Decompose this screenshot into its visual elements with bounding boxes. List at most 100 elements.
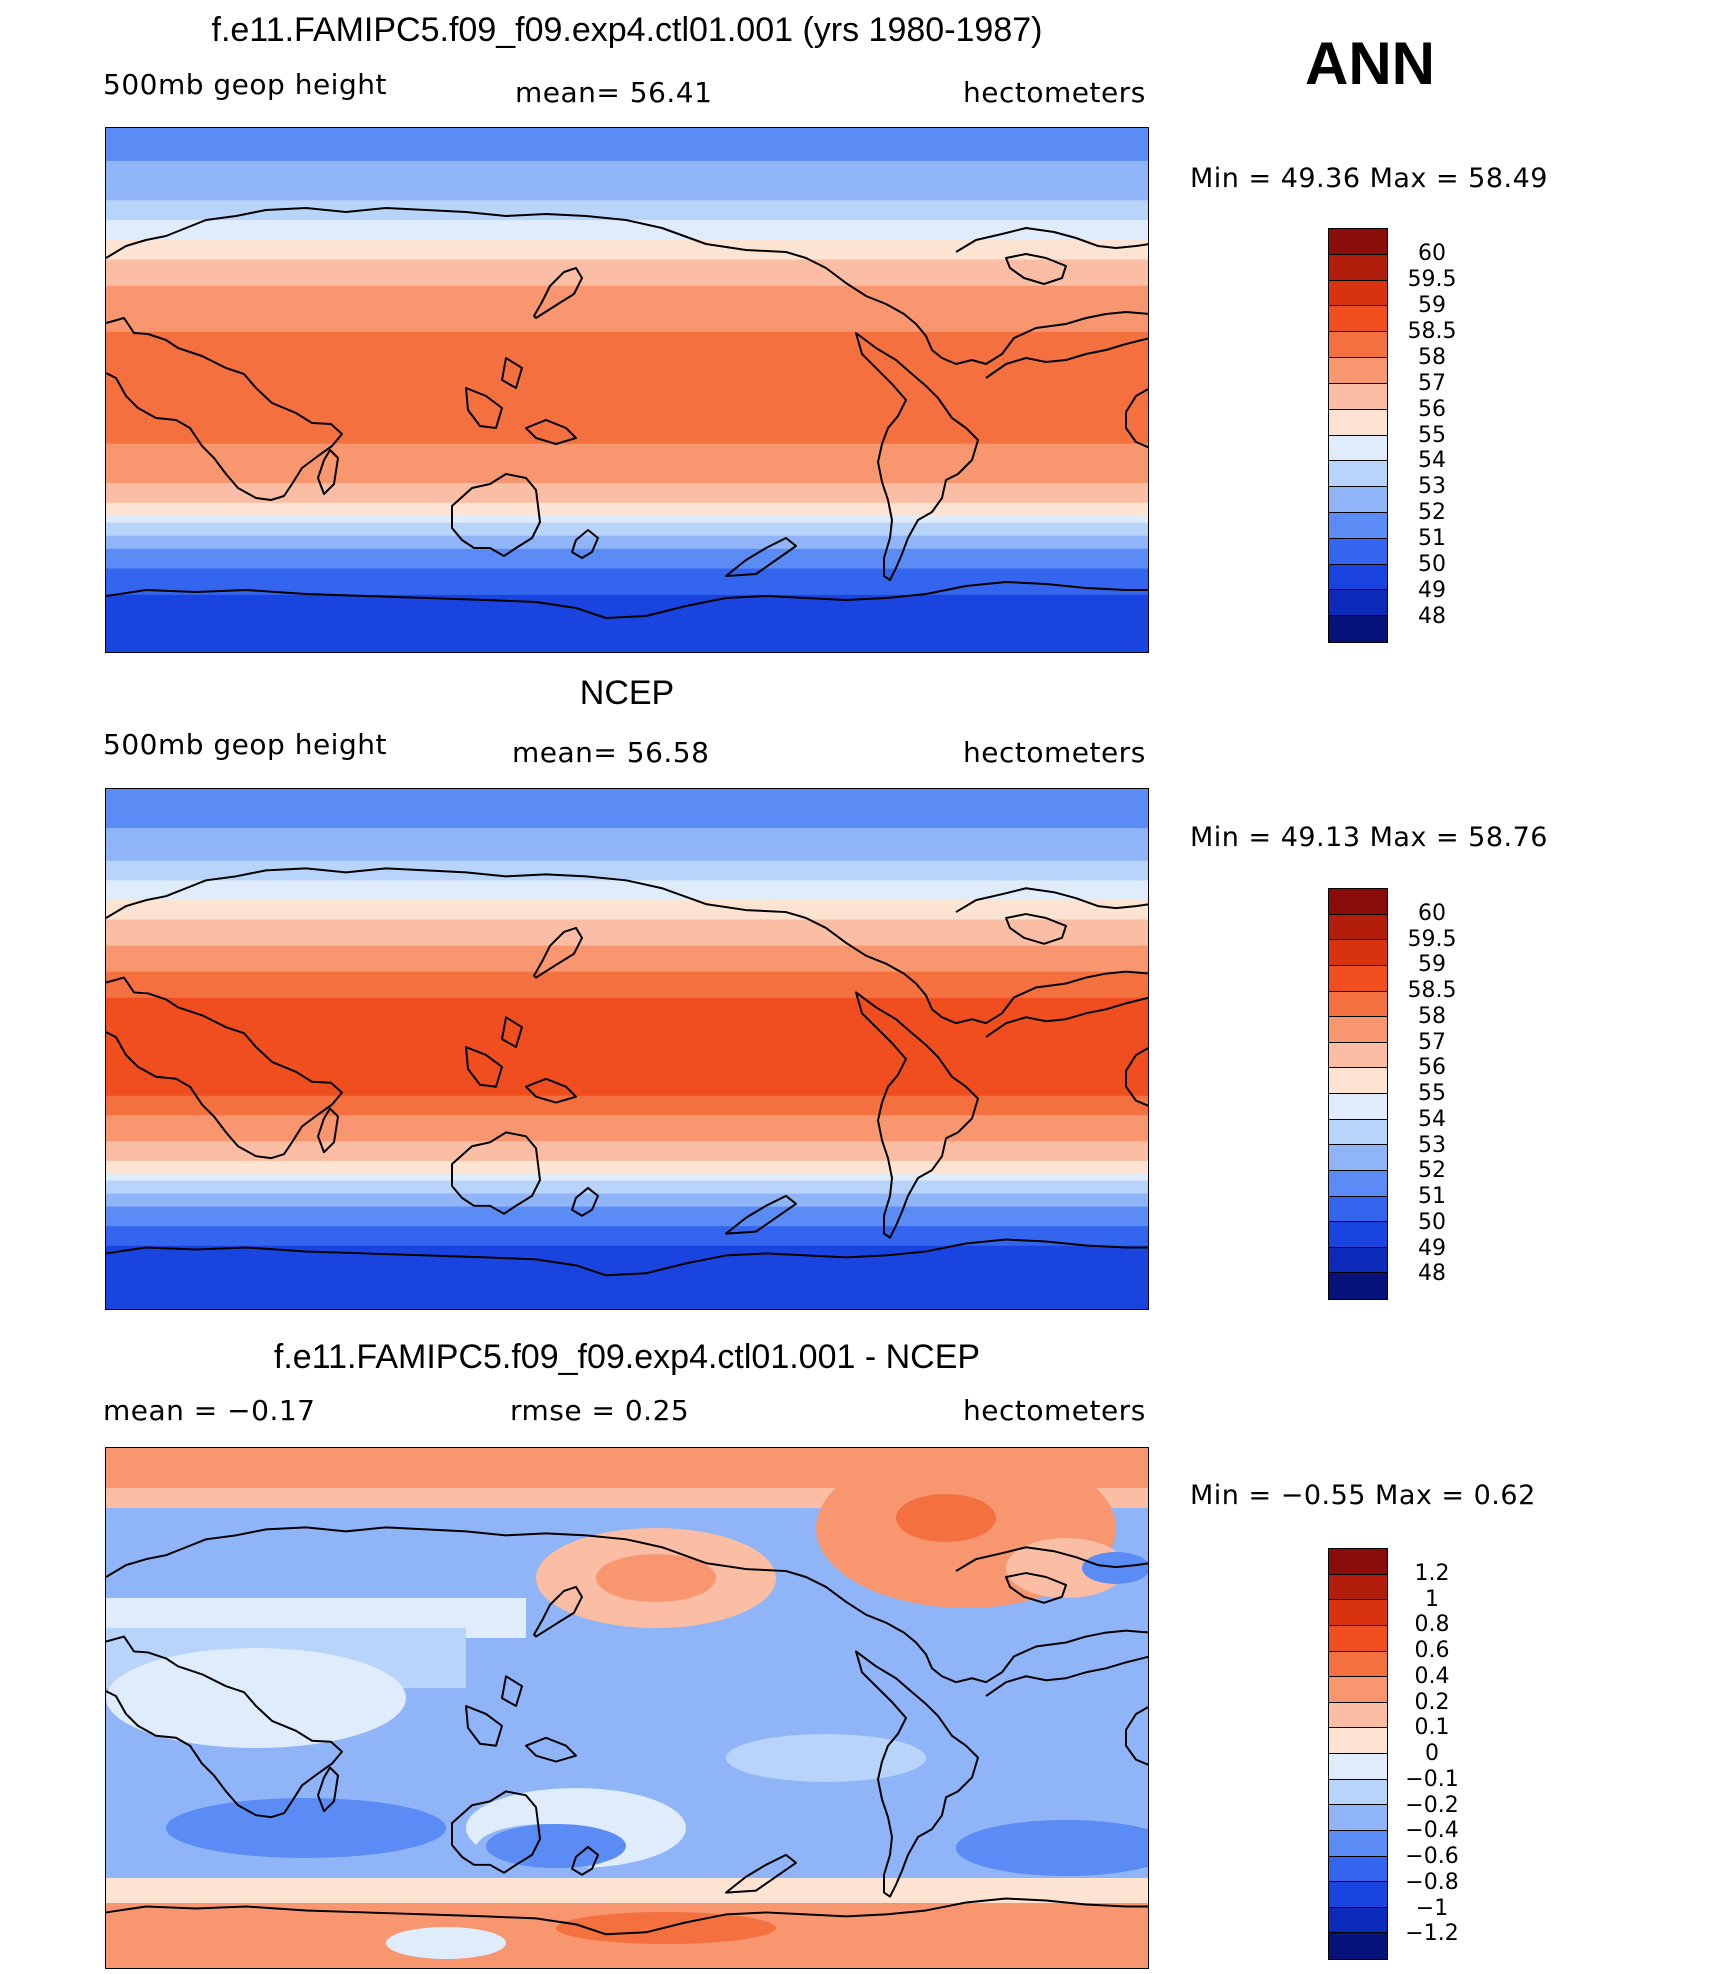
field-band [106, 899, 1148, 908]
field-band [106, 978, 1148, 986]
field-band [106, 1167, 1148, 1175]
field-band [106, 1252, 1148, 1260]
coastline-path [955, 227, 1148, 253]
field-band [106, 147, 1148, 155]
coastline-path [317, 1766, 339, 1813]
colorbar-swatch [1329, 1702, 1387, 1729]
field-band [106, 377, 1148, 386]
field-band [106, 279, 1148, 287]
colorbar-tick-label: 51 [1418, 526, 1446, 552]
colorbar-tick-label: 56 [1418, 396, 1446, 422]
colorbar-tick-label: −0.4 [1405, 1818, 1459, 1844]
field-band [106, 371, 1148, 379]
anomaly-contour [106, 1648, 406, 1748]
field-band [106, 213, 1148, 221]
coastline-path [525, 1736, 577, 1763]
colorbar-tick-label: 54 [1418, 1106, 1446, 1132]
coastline-path [525, 1077, 577, 1104]
field-band [106, 1284, 1148, 1293]
coastline-path [451, 473, 541, 557]
field-band [106, 880, 1148, 888]
field-band [106, 1102, 1148, 1110]
panel-1-mean-label: mean= 56.41 [515, 76, 713, 109]
field-band [106, 1232, 1148, 1240]
coastline-path [725, 1853, 797, 1894]
field-band [106, 945, 1148, 953]
panel-1-min-max: Min = 49.36 Max = 58.49 [1190, 163, 1548, 194]
field-band [106, 958, 1148, 966]
coastline-path [451, 1131, 541, 1215]
field-band [106, 331, 1148, 339]
coastline-path [725, 537, 797, 577]
field-band [106, 1160, 1148, 1169]
coastline-path [451, 1790, 541, 1874]
field-band [106, 1069, 1148, 1077]
coastline-path [106, 1635, 343, 1819]
colorbar-tick-label: 52 [1418, 500, 1446, 526]
colorbar-swatch [1329, 1805, 1387, 1831]
field-band [106, 384, 1148, 392]
field-band [106, 640, 1148, 649]
field-band [106, 1036, 1148, 1045]
coastlines [106, 867, 1148, 1277]
field-band [106, 1076, 1148, 1084]
field-band [106, 1134, 1148, 1142]
colorbar-tick-label: 1.2 [1414, 1560, 1450, 1586]
field-band [106, 187, 1148, 195]
field-band [106, 614, 1148, 622]
colorbar-tick-label: 0.1 [1414, 1715, 1450, 1741]
field-band [106, 873, 1148, 881]
colorbar-tick-label: 60 [1418, 900, 1446, 926]
field-band [106, 834, 1148, 842]
colorbar-tick-label: 55 [1418, 422, 1446, 448]
field-band [106, 932, 1148, 940]
coastline-path [725, 1194, 797, 1235]
colorbar-swatch [1329, 1094, 1387, 1120]
colorbar-swatch [1329, 1119, 1387, 1146]
panel-3-rmse-label: rmse = 0.25 [510, 1394, 690, 1427]
coastline-path [955, 1546, 1148, 1572]
panel-3-units-label: hectometers [963, 1394, 1146, 1427]
coastline-path [465, 1046, 503, 1088]
field-band [106, 252, 1148, 261]
field-band [106, 601, 1148, 609]
field-band [106, 410, 1148, 418]
field-band [106, 1023, 1148, 1032]
colorbar-swatch [1329, 1222, 1387, 1248]
field-band [106, 965, 1148, 973]
field-band [106, 1089, 1148, 1097]
field-band [106, 200, 1148, 208]
field-band [106, 476, 1148, 484]
field-band [106, 351, 1148, 359]
field-band [106, 802, 1148, 810]
colorbar-tick-label: 56 [1418, 1055, 1446, 1081]
panel-3-min-max: Min = −0.55 Max = 0.62 [1190, 1480, 1536, 1511]
colorbar-swatch [1329, 889, 1387, 915]
field-band [106, 1173, 1148, 1182]
field-band [106, 647, 1148, 652]
field-band [106, 404, 1148, 412]
coastline-path [106, 317, 343, 501]
anomaly-contour [896, 1494, 996, 1542]
field-band [106, 535, 1148, 543]
coastline-path [1125, 1706, 1148, 1766]
panel-3-title: f.e11.FAMIPC5.f09_f09.exp4.ctl01.001 - N… [273, 1338, 981, 1376]
field-band [106, 912, 1148, 921]
colorbar-tick-label: 57 [1418, 370, 1446, 396]
field-band [106, 1297, 1148, 1306]
colorbar-tick-label: 59 [1418, 952, 1446, 978]
field-band [106, 1147, 1148, 1155]
coastline-path [501, 1016, 523, 1049]
coastline-path [985, 1655, 1148, 1697]
colorbar-swatch [1329, 1574, 1387, 1601]
field-band [106, 971, 1148, 979]
coastline-path [465, 387, 503, 429]
field-band [106, 450, 1148, 458]
anomaly-contour [956, 1820, 1148, 1876]
colorbar-swatch [1329, 254, 1387, 281]
field-band [106, 522, 1148, 530]
colorbar-swatch [1329, 991, 1387, 1018]
colorbar-swatch [1329, 1017, 1387, 1043]
field-band [106, 627, 1148, 635]
colorbar-swatch [1329, 1779, 1387, 1806]
